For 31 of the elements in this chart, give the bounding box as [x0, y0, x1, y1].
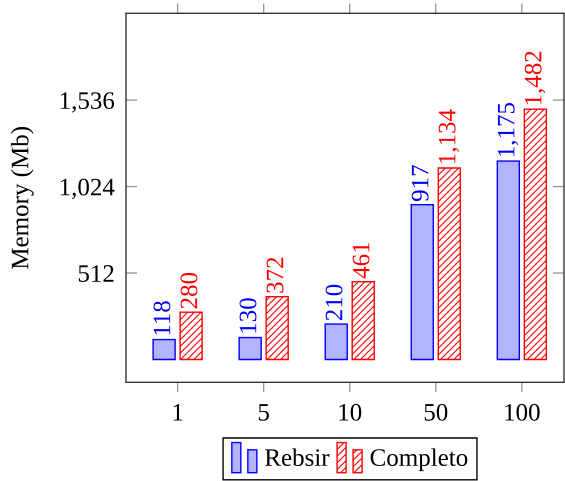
data-label: 130 — [240, 298, 256, 333]
bar — [524, 108, 548, 360]
data-label: 917 — [412, 165, 429, 202]
bar — [324, 323, 348, 360]
data-label: 118 — [154, 301, 170, 335]
bar — [265, 296, 289, 360]
legend-label: Rebsir — [265, 448, 330, 466]
data-label: 1,134 — [438, 109, 460, 164]
bar — [410, 204, 434, 360]
x-tick-label: 50 — [424, 404, 448, 421]
data-label: 372 — [266, 258, 284, 293]
data-label: 1,482 — [524, 52, 546, 104]
y-tick-label: 1,536 — [60, 92, 114, 113]
y-axis-title: Memory (Mb) — [10, 127, 34, 269]
x-tick-label: 100 — [505, 404, 540, 421]
bar — [238, 336, 262, 360]
data-label: 1,175 — [498, 103, 518, 156]
data-label: 461 — [352, 242, 370, 278]
data-label: 210 — [326, 284, 342, 320]
x-tick-label: 5 — [258, 404, 269, 421]
bar — [496, 160, 520, 360]
bar — [152, 338, 176, 360]
bar — [438, 167, 461, 360]
data-label: 280 — [180, 272, 198, 308]
y-tick-label: 1,024 — [60, 178, 114, 200]
x-tick-label: 10 — [339, 404, 362, 421]
y-tick-label: 512 — [78, 265, 114, 282]
bar — [179, 312, 203, 360]
x-tick-label: 1 — [174, 404, 182, 420]
legend-label: Completo — [370, 448, 468, 472]
bar — [352, 280, 375, 360]
